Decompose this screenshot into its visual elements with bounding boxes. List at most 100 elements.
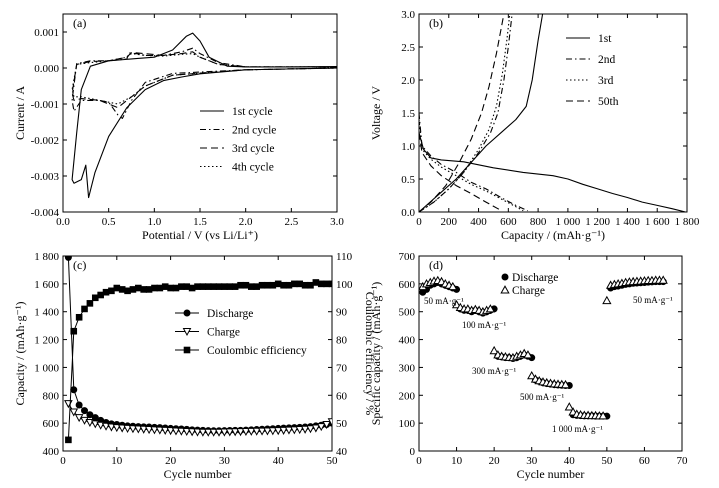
panel-c-series-coulombic-efficiency-point — [210, 283, 217, 290]
panel-c-xtick-label: 30 — [219, 455, 231, 467]
panel-c-series-charge-point — [171, 427, 181, 436]
panel-d-rate-annotation: 50 mA·g⁻¹ — [633, 295, 673, 305]
panel-d-ytick-label: 500 — [399, 307, 416, 319]
panel-a: 0.0 0.5 1.0 1.5 2.0 2.5 3.0 -0.004 -0.003 -0.002 -… — [13, 13, 344, 242]
panel-c-y2tick-label: 60 — [336, 390, 348, 402]
panel-c-series-charge-point — [273, 427, 283, 436]
panel-c-legend-discharge-text: Discharge — [207, 308, 253, 320]
panel-b-xtick-label: 200 — [441, 216, 458, 228]
panel-c-series-coulombic-efficiency-point — [108, 287, 115, 295]
panel-d-xtick-label: 20 — [489, 455, 501, 467]
panel-d-plot-area — [419, 275, 668, 420]
panel-b-series-1st-line — [419, 132, 686, 212]
panel-c-series-coulombic-efficiency-point — [124, 287, 131, 295]
panel-d-ytick-label: 700 — [399, 251, 416, 263]
panel-c-legend-charge-text: Charge — [207, 327, 240, 339]
panel-c-series-charge-point — [306, 425, 315, 434]
panel-a-xtick-label: 3.0 — [330, 216, 344, 228]
panel-c-series-charge-point — [182, 428, 192, 437]
panel-c-series-charge-point — [300, 425, 310, 434]
panel-b-legend-1st-text: 1st — [598, 33, 612, 45]
panel-b-x-axis-label: Capacity / (mAh·g⁻¹) — [501, 228, 605, 242]
panel-c-legend-coulombic-efficiency-marker — [183, 346, 191, 354]
panel-a-frame — [62, 13, 338, 213]
panel-d-ytick-label: 400 — [399, 335, 416, 347]
panel-c-series-charge-point — [155, 426, 165, 435]
panel-c-xtick-label: 50 — [327, 455, 339, 467]
panel-d-legend-discharge-marker — [501, 273, 509, 281]
panel-b-xtick-label: 800 — [530, 216, 547, 228]
panel-a-xtick-label: 1.5 — [193, 216, 207, 228]
panel-c-series-charge-point — [187, 428, 197, 437]
panel-c-series-charge-point — [230, 428, 240, 437]
panel-a-series-2nd-cycle-line — [71, 47, 337, 119]
panel-c-series-coulombic-efficiency-point — [81, 305, 88, 313]
panel-b-xtick-label: 1 000 — [556, 216, 581, 228]
panel-c-series-coulombic-efficiency-point — [307, 281, 314, 289]
panel-c-y2tick-label: 110 — [336, 251, 353, 263]
panel-c-series-charge-point — [263, 427, 272, 436]
panel-d-series-charge-point — [523, 350, 533, 359]
panel-b-xtick-label: 1 800 — [675, 216, 700, 228]
panel-c-series-charge-point — [236, 428, 245, 437]
panel-c-legend: Discharge Charge Coulombic efficiency — [175, 308, 307, 357]
panel-c-series-coulombic-efficiency-point — [269, 281, 277, 289]
panel-c-series-coulombic-efficiency-point — [231, 283, 239, 290]
panel-c-series-charge-point — [112, 424, 122, 433]
panel-d-series-charge-point — [485, 304, 496, 313]
panel-a-ytick-label: -0.003 — [31, 171, 60, 183]
panel-c-frame — [62, 255, 333, 452]
panel-d-ytick-label: 600 — [399, 279, 416, 291]
panel-d-xtick-label: 0 — [416, 455, 422, 467]
panel-c-series-charge-point — [177, 427, 186, 436]
panel-c-ytick-label: 1 400 — [34, 307, 59, 319]
panel-c-series-coulombic-efficiency-point — [296, 280, 304, 288]
panel-b-legend-3rd-text: 3rd — [598, 75, 614, 87]
panel-d-ytick-label: 300 — [399, 362, 416, 374]
panel-a-xtick-label: 1.0 — [147, 216, 161, 228]
panel-d-ytick-label: 0 — [410, 446, 416, 458]
panel-b-legend: 1st 2nd 3rd 50th — [566, 33, 619, 108]
panel-c-series-coulombic-efficiency-point — [75, 313, 83, 321]
panel-c-series-coulombic-efficiency-point — [221, 283, 228, 290]
panel-c-series-coulombic-efficiency-point — [291, 280, 298, 288]
panel-c-series-coulombic-efficiency-point — [172, 284, 180, 292]
panel-c-xtick-label: 10 — [111, 455, 123, 467]
panel-c-legend-charge-marker — [182, 328, 192, 337]
panel-c-series-discharge-point — [75, 401, 83, 409]
panel-c-series-coulombic-efficiency-point — [97, 291, 104, 299]
panel-c-series-charge-point — [246, 427, 256, 436]
panel-b-label: (b) — [429, 16, 443, 30]
panel-c-series-coulombic-efficiency-point — [188, 284, 196, 292]
panel-c-series-coulombic-efficiency-point — [183, 283, 191, 290]
panel-c-series-coulombic-efficiency-point — [86, 300, 94, 307]
panel-b-series-3rd-line — [419, 119, 524, 212]
panel-c-series-coulombic-efficiency-point — [264, 281, 271, 289]
panel-a-ytick-label: 0.001 — [34, 27, 59, 39]
panel-c-series-coulombic-efficiency-point — [204, 283, 212, 290]
panel-a-plot-area — [71, 32, 337, 199]
panel-b-ytick-label: 2.0 — [401, 75, 415, 87]
panel-c-series-charge-point — [69, 408, 79, 417]
panel-b-y-axis-label: Voltage / V — [369, 86, 383, 141]
panel-a-xtick-label: 2.0 — [239, 216, 253, 228]
panel-c-series-discharge-point — [64, 256, 72, 261]
panel-c-series-charge-point — [160, 426, 170, 435]
panel-d-series-charge-point — [560, 379, 571, 389]
panel-d-xtick-label: 50 — [601, 455, 613, 467]
panel-c-series-charge-point — [322, 421, 331, 430]
panel-d-rate-annotation: 300 mA·g⁻¹ — [472, 366, 516, 376]
panel-c-series-coulombic-efficiency-point — [242, 281, 250, 289]
panel-b-series-2nd-line — [419, 14, 513, 212]
panel-b-ytick-label: 0.0 — [401, 207, 415, 219]
panel-c-y2tick-label: 80 — [336, 335, 348, 347]
panel-c-series-charge-point — [139, 425, 149, 434]
panel-c-series-charge-point — [133, 425, 143, 434]
panel-c-series-coulombic-efficiency-point — [258, 281, 266, 289]
panel-c-series-charge-point — [284, 426, 294, 435]
panel-a-ytick-label: -0.004 — [31, 207, 60, 219]
panel-b-xtick-label: 400 — [470, 216, 487, 228]
panel-c-series-coulombic-efficiency-point — [156, 284, 164, 292]
panel-c-series-coulombic-efficiency-point — [118, 286, 126, 293]
